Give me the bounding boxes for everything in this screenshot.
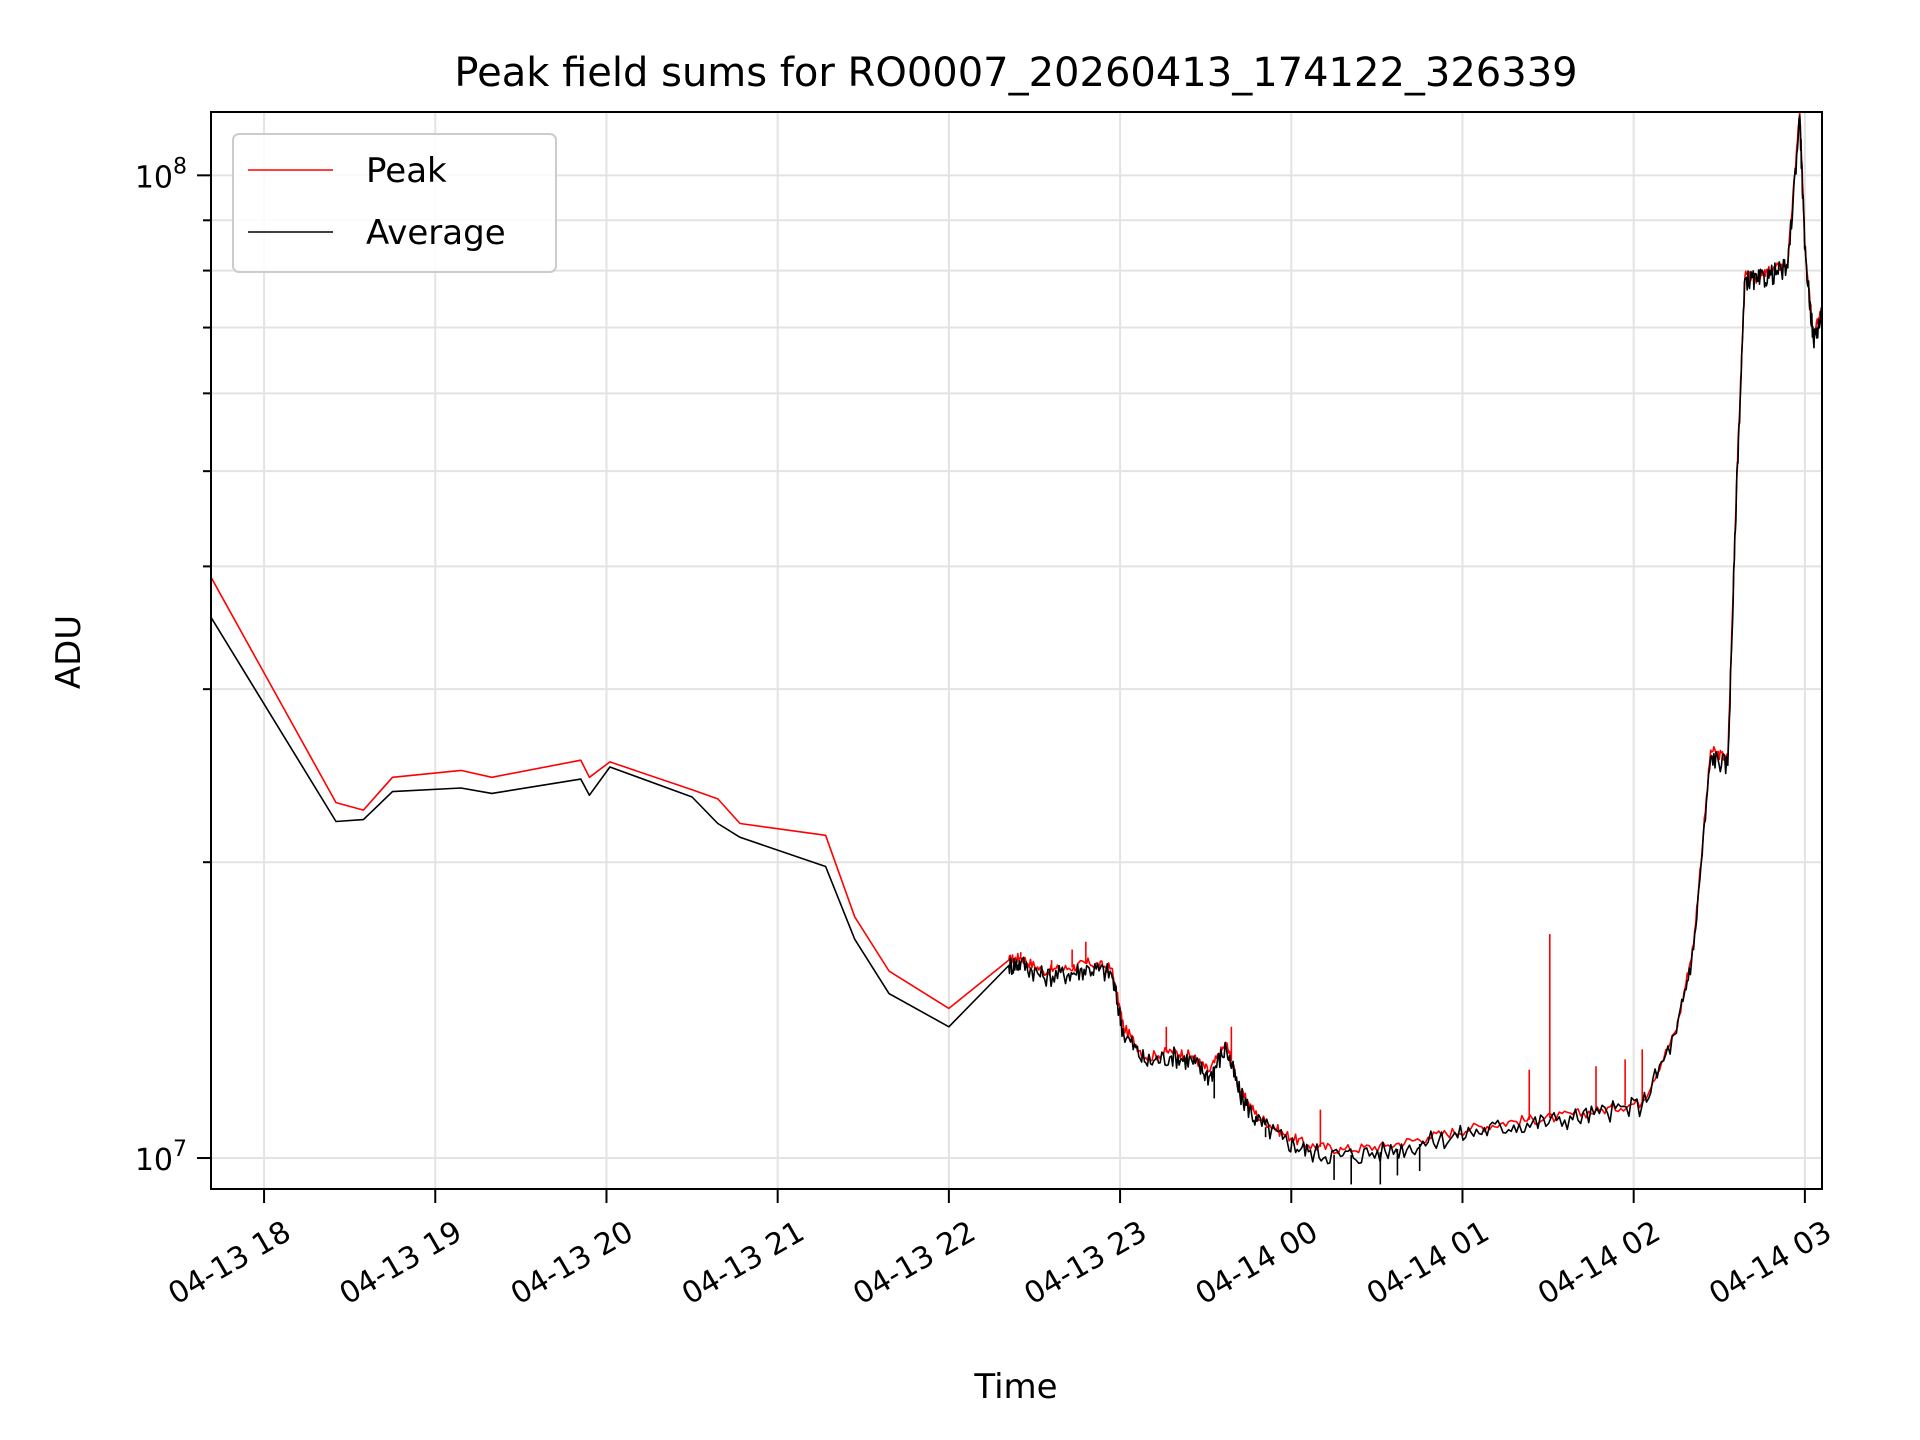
series-layer bbox=[210, 111, 1823, 1185]
y-tick-label-0: 107 bbox=[135, 1137, 187, 1178]
chart-title: Peak field sums for RO0007_20260413_1741… bbox=[454, 50, 1577, 96]
average-series-line bbox=[210, 114, 1823, 1165]
grid bbox=[211, 112, 1822, 1189]
legend-average-label: Average bbox=[366, 213, 506, 253]
y-axis-label: ADU bbox=[49, 615, 89, 689]
y-tick-label-1: 108 bbox=[135, 154, 187, 195]
legend-peak-label: Peak bbox=[366, 151, 447, 191]
y-axis: 107 108 bbox=[135, 154, 211, 1178]
legend: Peak Average bbox=[232, 133, 557, 273]
legend-box bbox=[232, 133, 557, 273]
x-axis-label: Time bbox=[973, 1367, 1057, 1407]
plot-frame bbox=[210, 111, 1823, 1190]
